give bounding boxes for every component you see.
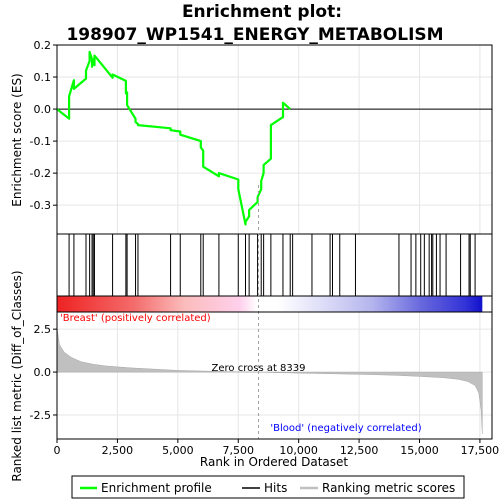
es-y-tick-label: 0.2 <box>34 39 52 52</box>
es-y-tick-label: 0.0 <box>34 103 52 116</box>
ranking-metric-area <box>56 327 483 434</box>
es-panel: 0.2 0.1 0.0 -0.1 -0.2 -0.3 Enrichment score (… <box>10 39 493 235</box>
hits-panel-frame <box>57 234 492 296</box>
enrichment-profile-line <box>56 50 291 226</box>
metric-y-tick-label: 0.0 <box>34 366 52 379</box>
chart-title-line1: Enrichment plot: <box>182 2 342 22</box>
legend-es-label: Enrichment profile <box>101 481 212 495</box>
x-tick-label: 12,500 <box>340 444 379 457</box>
color-bar-panel <box>56 295 493 313</box>
metric-panel: Zero cross at 8339 'Breast' (positively … <box>10 185 499 482</box>
es-y-tick-label: -0.2 <box>30 167 51 180</box>
metric-y-axis-label: Ranked list metric (Diff_of_Classes) <box>10 270 24 481</box>
es-y-axis-label: Enrichment score (ES) <box>10 73 24 206</box>
ranking-color-bar <box>57 296 483 312</box>
hit-lines <box>68 234 476 296</box>
zero-cross-label: Zero cross at 8339 <box>212 363 306 374</box>
x-tick-label: 0 <box>54 444 61 457</box>
metric-y-tick-label: 2.5 <box>34 323 52 336</box>
x-tick-label: 5,000 <box>162 444 194 457</box>
metric-y-tick-label: -2.5 <box>30 409 51 422</box>
legend-box <box>71 475 465 499</box>
x-tick-label: 17,500 <box>461 444 500 457</box>
legend: Enrichment profile Hits Ranking metric s… <box>71 475 465 499</box>
es-y-tick-label: -0.1 <box>30 135 51 148</box>
x-tick-label: 10,000 <box>279 444 318 457</box>
metric-panel-border <box>56 311 493 440</box>
es-y-tick-label: 0.1 <box>34 71 52 84</box>
positive-correlation-label: 'Breast' (positively correlated) <box>60 313 211 324</box>
legend-hit-label: Hits <box>264 481 287 495</box>
x-axis-label: Rank in Ordered Dataset <box>200 455 348 469</box>
x-tick-label: 15,000 <box>400 444 439 457</box>
hits-panel <box>56 233 493 297</box>
es-y-ticks: 0.2 0.1 0.0 -0.1 -0.2 -0.3 <box>30 39 57 212</box>
x-tick-label: 2,500 <box>102 444 134 457</box>
es-y-tick-label: -0.3 <box>30 199 51 212</box>
x-tick-label: 7,500 <box>223 444 255 457</box>
metric-y-ticks: 2.5 0.0 -2.5 <box>30 323 57 422</box>
chart-title-line2: 198907_WP1541_ENERGY_METABOLISM <box>66 25 443 45</box>
legend-metric-label: Ranking metric scores <box>322 481 455 495</box>
x-axis-ticks: 0 2,500 5,000 7,500 10,000 12,500 15,000 17,500 <box>54 439 500 457</box>
negative-correlation-label: 'Blood' (negatively correlated) <box>270 423 421 434</box>
